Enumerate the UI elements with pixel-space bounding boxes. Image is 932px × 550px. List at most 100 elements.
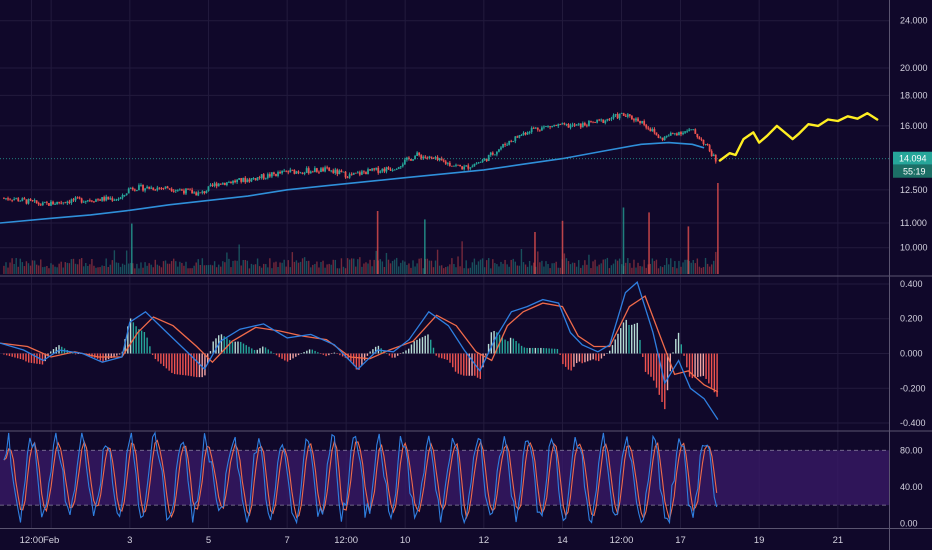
volume-bar bbox=[363, 263, 365, 274]
candle-body bbox=[346, 177, 349, 179]
candle-body bbox=[324, 167, 326, 172]
time-tick-1: Feb bbox=[43, 535, 59, 546]
macd-line bbox=[0, 281, 719, 420]
volume-bar bbox=[426, 258, 429, 274]
volume-bar bbox=[13, 263, 15, 274]
volume-bar bbox=[373, 259, 375, 274]
macd-histogram-bar bbox=[677, 332, 680, 354]
volume-bar bbox=[121, 263, 124, 274]
candle-body bbox=[645, 124, 648, 128]
macd-histogram-bar bbox=[286, 353, 289, 362]
candle-body bbox=[109, 198, 112, 200]
candle-body bbox=[191, 189, 194, 194]
volume-bar bbox=[494, 263, 496, 274]
volume-bar bbox=[422, 268, 424, 274]
macd-histogram-bar bbox=[77, 353, 79, 355]
candle-body bbox=[367, 169, 369, 175]
macd-histogram-bar bbox=[168, 353, 170, 371]
current-price-tag bbox=[893, 151, 932, 165]
candle-body bbox=[684, 131, 686, 133]
macd-histogram-bar bbox=[297, 353, 300, 356]
candle-body bbox=[622, 113, 625, 116]
candle-body bbox=[250, 178, 253, 182]
macd-histogram-bar bbox=[509, 337, 512, 354]
volume-bar bbox=[275, 261, 277, 274]
volume-bar bbox=[201, 258, 204, 274]
volume-bar bbox=[663, 265, 666, 274]
stochastic-tick-0: 80.00 bbox=[900, 445, 923, 455]
volume-bar bbox=[665, 258, 668, 274]
candle-body bbox=[389, 169, 392, 171]
volume-bar bbox=[144, 262, 146, 274]
macd-histogram-bar bbox=[413, 341, 415, 354]
macd-histogram-bar bbox=[306, 350, 308, 354]
macd-histogram-bar bbox=[661, 353, 663, 402]
macd-histogram-bar bbox=[408, 348, 410, 354]
macd-histogram-bar bbox=[19, 353, 22, 360]
macd-histogram-bar bbox=[479, 353, 481, 379]
candle-body bbox=[475, 163, 478, 165]
macd-histogram-bar bbox=[127, 326, 129, 354]
macd-histogram-bar bbox=[195, 353, 198, 378]
candle-body bbox=[66, 201, 69, 204]
volume-bar bbox=[578, 260, 580, 274]
volume-bar bbox=[526, 266, 529, 274]
volume-bar bbox=[29, 265, 32, 274]
macd-histogram-bar bbox=[25, 353, 27, 362]
candle-body bbox=[491, 152, 494, 155]
price-axis[interactable]: 24.000 20.000 18.000 16.000 12.500 11.000 10.0… bbox=[893, 16, 932, 529]
candle-body bbox=[146, 186, 149, 189]
time-axis[interactable]: 12:00 Feb 3 5 7 12:00 10 12 14 12:00 17 19 21 bbox=[20, 535, 844, 546]
candle-body bbox=[277, 172, 279, 176]
candle-body bbox=[469, 167, 472, 169]
volume-bar bbox=[522, 262, 525, 274]
volume-bar bbox=[694, 263, 697, 274]
candle-body bbox=[164, 186, 167, 189]
candle-body bbox=[545, 126, 547, 128]
candle-body bbox=[387, 167, 390, 170]
candle-body bbox=[682, 132, 684, 135]
price-panel[interactable] bbox=[0, 112, 889, 274]
macd-histogram-bar bbox=[264, 347, 267, 354]
volume-bar bbox=[58, 263, 60, 274]
candle-body bbox=[283, 170, 286, 172]
candle-body bbox=[50, 201, 52, 206]
volume-bar bbox=[277, 266, 279, 274]
volume-bar bbox=[140, 262, 142, 274]
candle-body bbox=[138, 185, 140, 191]
volume-bar bbox=[271, 268, 273, 274]
volume-bar bbox=[31, 260, 34, 274]
volume-bar bbox=[246, 260, 249, 274]
macd-histogram-bar bbox=[391, 353, 393, 358]
candle-body bbox=[495, 151, 498, 155]
volume-bar bbox=[230, 267, 232, 274]
volume-bar bbox=[250, 263, 253, 274]
macd-histogram-bar bbox=[253, 350, 256, 354]
prediction-drawing[interactable] bbox=[718, 112, 879, 162]
macd-histogram-bar bbox=[14, 353, 16, 358]
candle-body bbox=[215, 183, 218, 187]
price-tick-3: 16.000 bbox=[900, 121, 928, 131]
macd-histogram-bar bbox=[358, 353, 360, 370]
stochastic-panel[interactable] bbox=[0, 431, 889, 525]
volume-bar bbox=[322, 260, 324, 274]
macd-tick-0: 0.400 bbox=[900, 279, 923, 289]
volume-bar bbox=[78, 259, 81, 274]
volume-bar bbox=[702, 267, 705, 274]
candle-body bbox=[596, 119, 599, 123]
macd-histogram-bar bbox=[303, 352, 305, 354]
candle-body bbox=[123, 194, 126, 196]
volume-bar bbox=[457, 256, 459, 274]
volume-bar bbox=[35, 264, 38, 274]
volume-bar bbox=[690, 262, 692, 274]
macd-histogram-bar bbox=[143, 332, 146, 354]
candle-body bbox=[696, 133, 699, 138]
volume-bar bbox=[344, 268, 347, 274]
macd-panel[interactable] bbox=[0, 281, 719, 420]
volume-bar bbox=[314, 264, 316, 274]
volume-bar bbox=[138, 268, 140, 274]
volume-bar bbox=[150, 264, 152, 274]
volume-bar bbox=[428, 260, 431, 274]
macd-histogram-bar bbox=[666, 353, 669, 391]
